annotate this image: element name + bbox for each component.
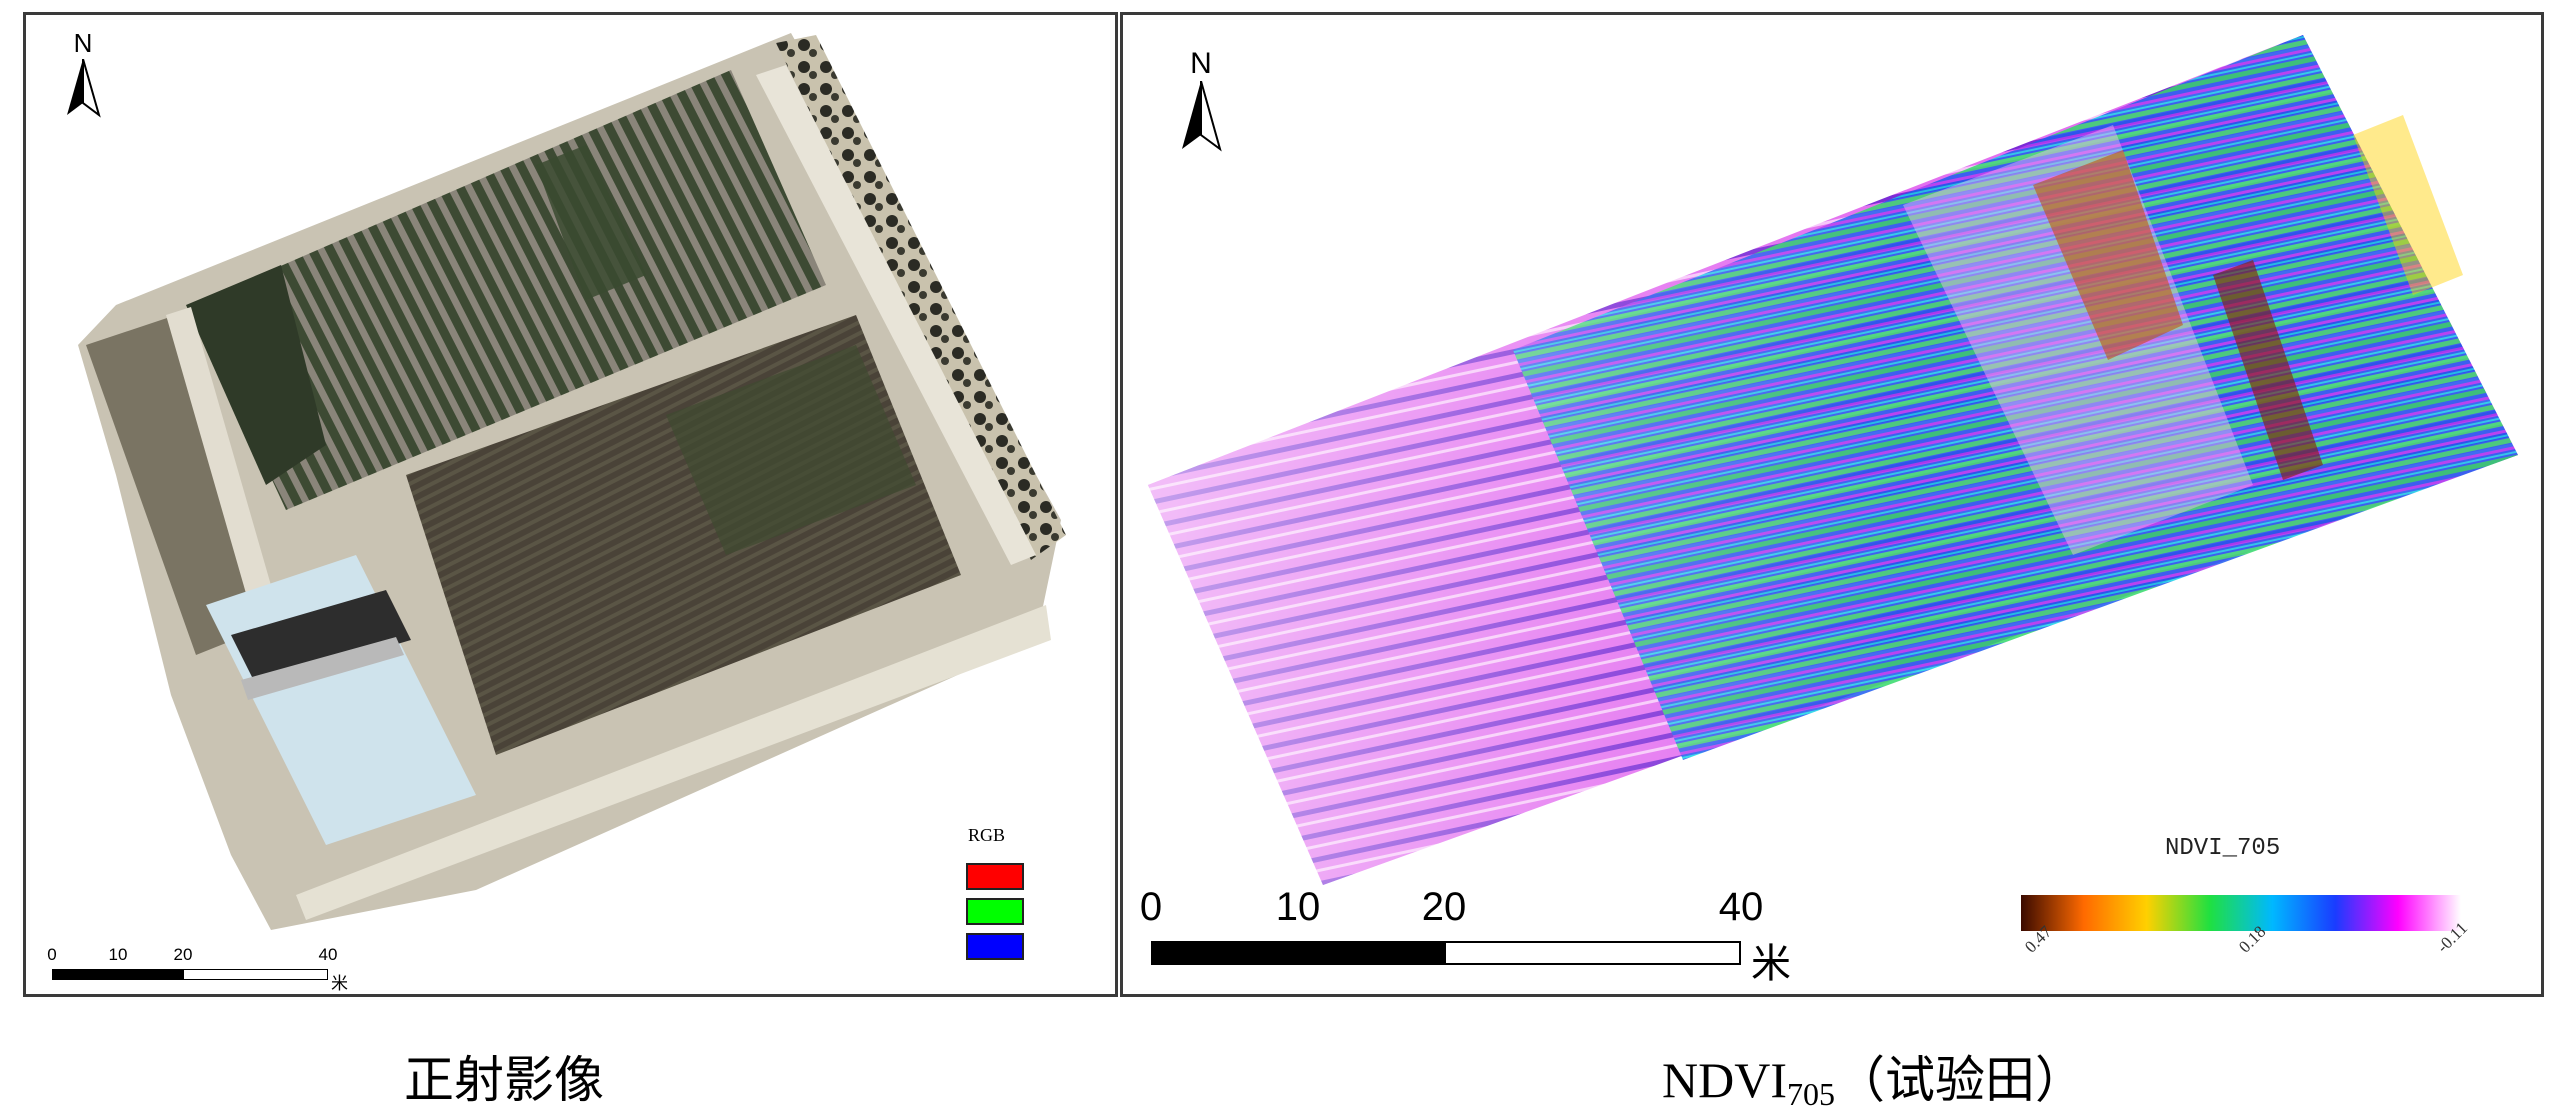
north-arrow: N [1171,47,1231,158]
scale-bar-black-segment [52,969,183,980]
ndvi-panel: N NDVI_705 0.47 0.18 -0.11 0 10 20 40 米 [1120,12,2544,997]
orthophoto-image [78,33,1066,930]
blue-band-swatch [966,933,1024,960]
caption-ndvi: NDVI705（试验田） [1662,1040,2085,1113]
ndvi-map-image [1148,35,2518,885]
green-band-swatch [966,898,1024,925]
ndvi-color-ramp [2021,895,2461,931]
scale-tick: 40 [318,945,338,964]
north-arrow-icon [67,58,101,118]
scale-tick: 10 [1275,885,1321,929]
orthophoto-panel: N RGB 0 10 20 40 米 [23,12,1118,997]
caption-ndvi-subscript: 705 [1786,1076,1835,1112]
scale-bar: 0 10 20 40 米 [38,945,368,994]
scale-bar-black-segment [1151,941,1444,965]
red-band-swatch [966,863,1024,890]
north-arrow-icon [1182,80,1222,152]
rgb-legend: RGB [956,825,1046,975]
scale-unit: 米 [1751,941,1791,987]
caption-orthophoto: 正射影像 [404,1051,604,1109]
north-label: N [1190,47,1212,80]
caption-ndvi-main: NDVI [1662,1052,1787,1108]
rgb-legend-title: RGB [968,825,1006,845]
ndvi-legend-title: NDVI_705 [2165,835,2281,862]
scale-tick: 0 [47,945,57,964]
scale-tick: 10 [108,945,128,964]
scale-tick: 0 [1139,885,1163,929]
ndvi-legend: NDVI_705 0.47 0.18 -0.11 [2013,835,2483,994]
scale-bar-white-segment [183,969,328,980]
scale-tick: 40 [1718,885,1764,929]
north-label: N [73,28,93,58]
scale-unit: 米 [331,974,348,993]
scale-bar: 0 10 20 40 米 [1133,885,1833,987]
scale-tick: 20 [1421,885,1467,929]
scale-bar-white-segment [1444,941,1741,965]
north-arrow: N [58,28,108,124]
scale-tick: 20 [173,945,193,964]
caption-ndvi-field: （试验田） [1834,1051,2085,1109]
